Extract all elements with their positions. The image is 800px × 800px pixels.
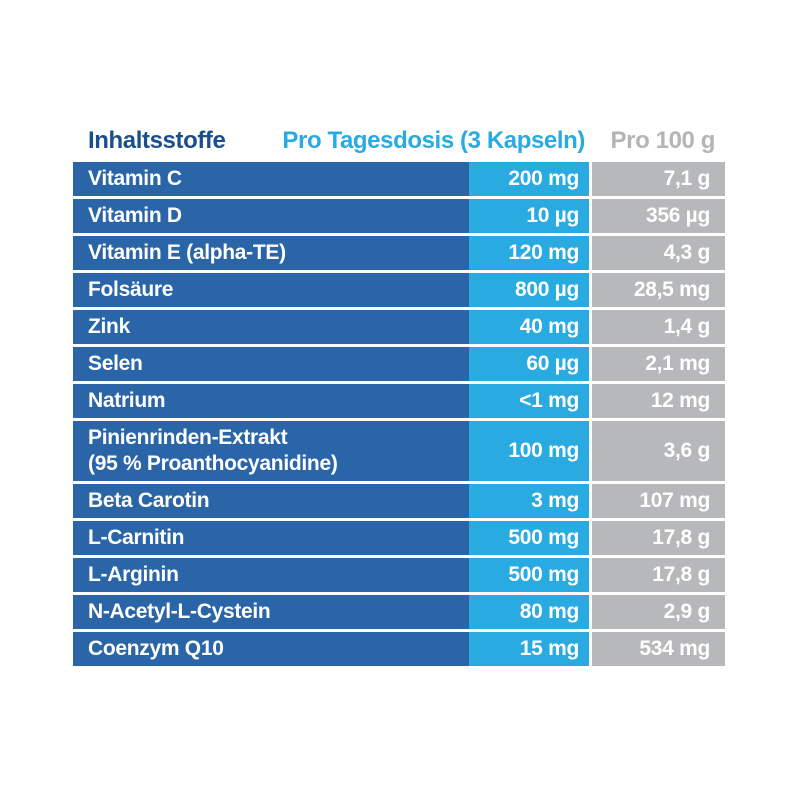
table-body: Vitamin C 200 mg 7,1 g Vitamin D 10 µg 3…: [73, 162, 728, 666]
ingredient-name: Folsäure: [73, 273, 469, 307]
per100-value: 17,8 g: [592, 521, 725, 555]
table-row: N-Acetyl-L-Cystein 80 mg 2,9 g: [73, 595, 728, 629]
ingredient-name: Beta Carotin: [73, 484, 469, 518]
dose-value: 3 mg: [469, 484, 589, 518]
ingredient-name-line: Selen: [88, 352, 143, 375]
dose-value: 80 mg: [469, 595, 589, 629]
table-header-row: Inhaltsstoffe Pro Tagesdosis (3 Kapseln)…: [73, 124, 728, 156]
dose-value: 200 mg: [469, 162, 589, 196]
ingredient-name-line: Vitamin D: [88, 204, 182, 227]
ingredient-name-line: Vitamin C: [88, 167, 182, 190]
dose-value: 500 mg: [469, 558, 589, 592]
table-row: Vitamin C 200 mg 7,1 g: [73, 162, 728, 196]
ingredient-name-line: Folsäure: [88, 278, 174, 301]
table-row: Vitamin D 10 µg 356 µg: [73, 199, 728, 233]
ingredient-name: Selen: [73, 347, 469, 381]
per100-value: 28,5 mg: [592, 273, 725, 307]
per100-value: 3,6 g: [592, 421, 725, 481]
ingredient-name: L-Arginin: [73, 558, 469, 592]
per100-value: 12 mg: [592, 384, 725, 418]
per100-value: 17,8 g: [592, 558, 725, 592]
ingredient-name-line: N-Acetyl-L-Cystein: [88, 600, 271, 623]
ingredient-name: Vitamin D: [73, 199, 469, 233]
dose-value: 40 mg: [469, 310, 589, 344]
table-row: Natrium <1 mg 12 mg: [73, 384, 728, 418]
dose-value: 60 µg: [469, 347, 589, 381]
per100-value: 2,1 mg: [592, 347, 725, 381]
ingredient-name: L-Carnitin: [73, 521, 469, 555]
table-row: Vitamin E (alpha-TE) 120 mg 4,3 g: [73, 236, 728, 270]
ingredient-name-line: Zink: [88, 315, 130, 338]
table-row: Selen 60 µg 2,1 mg: [73, 347, 728, 381]
ingredient-name-line: L-Arginin: [88, 563, 179, 586]
ingredient-name: Vitamin C: [73, 162, 469, 196]
ingredient-name-line: Vitamin E (alpha-TE): [88, 241, 286, 264]
ingredient-name-line: L-Carnitin: [88, 526, 185, 549]
per100-value: 4,3 g: [592, 236, 725, 270]
table-row: L-Carnitin 500 mg 17,8 g: [73, 521, 728, 555]
ingredient-name: N-Acetyl-L-Cystein: [73, 595, 469, 629]
per100-value: 356 µg: [592, 199, 725, 233]
ingredient-name-line: Pinienrinden-Extrakt: [88, 426, 288, 449]
per100-value: 107 mg: [592, 484, 725, 518]
header-daily-dose: Pro Tagesdosis (3 Kapseln): [282, 127, 585, 154]
ingredient-name-line: Coenzym Q10: [88, 637, 224, 660]
ingredient-name: Vitamin E (alpha-TE): [73, 236, 469, 270]
ingredient-name: Pinienrinden-Extrakt (95 % Proanthocyanid…: [73, 421, 469, 481]
ingredient-name: Zink: [73, 310, 469, 344]
table-row: Beta Carotin 3 mg 107 mg: [73, 484, 728, 518]
table-row: Folsäure 800 µg 28,5 mg: [73, 273, 728, 307]
table-row: Coenzym Q10 15 mg 534 mg: [73, 632, 728, 666]
per100-value: 534 mg: [592, 632, 725, 666]
per100-value: 2,9 g: [592, 595, 725, 629]
ingredient-name: Natrium: [73, 384, 469, 418]
table-row: L-Arginin 500 mg 17,8 g: [73, 558, 728, 592]
dose-value: 15 mg: [469, 632, 589, 666]
ingredient-name-line2: (95 % Proanthocyanidine): [88, 452, 338, 475]
header-per-100g: Pro 100 g: [610, 127, 716, 154]
nutrition-table: Inhaltsstoffe Pro Tagesdosis (3 Kapseln)…: [73, 124, 728, 666]
ingredient-name: Coenzym Q10: [73, 632, 469, 666]
per100-value: 1,4 g: [592, 310, 725, 344]
table-row: Pinienrinden-Extrakt (95 % Proanthocyanid…: [73, 421, 728, 481]
dose-value: 10 µg: [469, 199, 589, 233]
header-ingredients: Inhaltsstoffe: [88, 127, 226, 154]
dose-value: 120 mg: [469, 236, 589, 270]
ingredient-name-line: Natrium: [88, 389, 166, 412]
dose-value: 500 mg: [469, 521, 589, 555]
ingredient-name-line: Beta Carotin: [88, 489, 210, 512]
table-row: Zink 40 mg 1,4 g: [73, 310, 728, 344]
dose-value: 800 µg: [469, 273, 589, 307]
per100-value: 7,1 g: [592, 162, 725, 196]
dose-value: 100 mg: [469, 421, 589, 481]
dose-value: <1 mg: [469, 384, 589, 418]
